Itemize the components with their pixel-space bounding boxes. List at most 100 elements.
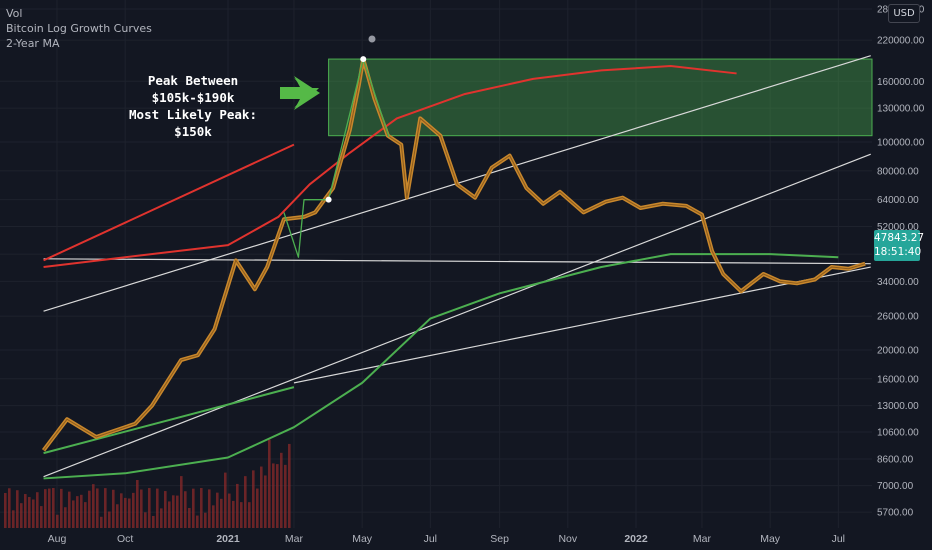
price-line (43, 58, 866, 451)
volume-bar (208, 489, 211, 528)
last-price-tag: 47843.27 18:51:40 (874, 230, 925, 261)
green-trend-line (43, 386, 295, 455)
x-tick-label: Nov (558, 533, 577, 545)
volume-bars (4, 439, 291, 528)
legend: Vol Bitcoin Log Growth Curves 2-Year MA (6, 6, 152, 51)
volume-bar (156, 488, 159, 528)
bar-countdown: 18:51:40 (874, 246, 922, 258)
x-tick-label: Mar (285, 533, 304, 545)
legend-log-growth-curves[interactable]: Bitcoin Log Growth Curves (6, 22, 152, 35)
volume-bar (288, 443, 291, 528)
log-growth-curve (43, 65, 737, 269)
x-tick-label: Aug (48, 533, 67, 545)
volume-bar (196, 515, 199, 528)
volume-bar (180, 476, 183, 528)
volume-bar (112, 489, 115, 528)
volume-bar (204, 512, 207, 528)
volume-bar (124, 497, 127, 528)
volume-bar (252, 470, 255, 528)
y-tick-label: 16000.00 (877, 374, 919, 385)
volume-bar (92, 484, 95, 528)
volume-bar (236, 483, 239, 528)
annotation-line-2: Most Likely Peak: $150k (129, 107, 257, 139)
y-tick-label: 8600.00 (877, 455, 914, 466)
volume-bar (108, 511, 111, 528)
volume-bar (232, 500, 235, 528)
volume-bar (228, 493, 231, 528)
volume-bar (100, 516, 103, 528)
y-tick-label: 80000.00 (877, 166, 919, 177)
volume-bar (184, 491, 187, 528)
currency-button[interactable]: USD (888, 4, 920, 23)
red-trend-line (43, 143, 295, 262)
x-tick-label: May (352, 533, 373, 545)
volume-bar (56, 514, 59, 528)
volume-bar (256, 488, 259, 528)
volume-bar (212, 505, 215, 528)
volume-bar (96, 488, 99, 528)
volume-bar (240, 502, 243, 528)
volume-bar (284, 464, 287, 528)
white-trend-line (43, 153, 871, 478)
x-tick-label: Mar (693, 533, 712, 545)
legend-two-year-ma[interactable]: 2-Year MA (6, 37, 60, 50)
volume-bar (24, 494, 27, 528)
y-tick-label: 20000.00 (877, 345, 919, 356)
volume-bar (264, 475, 267, 528)
grid (0, 0, 872, 528)
volume-bar (20, 503, 23, 528)
x-tick-label: Jul (424, 533, 437, 545)
peak-marker (360, 56, 367, 63)
volume-bar (136, 479, 139, 528)
x-tick-label: Jul (832, 533, 845, 545)
volume-bar (176, 495, 179, 528)
volume-bar (84, 502, 87, 528)
volume-bar (260, 466, 263, 528)
volume-bar (72, 500, 75, 528)
breakout-marker (325, 196, 332, 203)
volume-bar (272, 463, 275, 528)
x-tick-label: 2021 (216, 533, 240, 545)
arrow-icon (280, 76, 320, 110)
indicator-lines (43, 55, 871, 480)
legend-volume[interactable]: Vol (6, 7, 23, 20)
volume-bar (28, 497, 31, 528)
volume-bar (188, 508, 191, 528)
volume-bar (128, 498, 131, 528)
y-tick-label: 26000.00 (877, 312, 919, 323)
volume-bar (164, 491, 167, 528)
volume-bar (68, 491, 71, 528)
price-series (41, 57, 866, 452)
y-tick-label: 130000.00 (877, 104, 925, 115)
volume-bar (200, 488, 203, 528)
volume-bar (88, 490, 91, 528)
y-tick-label: 34000.00 (877, 277, 919, 288)
volume-bar (104, 488, 107, 528)
volume-bar (172, 495, 175, 528)
y-tick-label: 13000.00 (877, 401, 919, 412)
price-axis[interactable]: 280000.00220000.00160000.00130000.001000… (877, 4, 925, 518)
peak-annotation: Peak Between $105k-$190k Most Likely Pea… (114, 72, 272, 140)
volume-bar (8, 488, 11, 528)
volume-bar (120, 493, 123, 528)
volume-bar (40, 506, 43, 528)
info-icon (368, 35, 376, 43)
last-price-value: 47843.27 (874, 232, 925, 244)
time-axis[interactable]: Aug Oct 2021 Mar May Jul Sep Nov 2022 Mar May Jul (48, 533, 845, 545)
volume-bar (80, 494, 83, 528)
volume-bar (60, 488, 63, 528)
volume-bar (152, 515, 155, 528)
volume-bar (76, 496, 79, 528)
volume-bar (48, 488, 51, 528)
x-tick-label: Sep (490, 533, 509, 545)
projection-path (283, 58, 390, 258)
volume-bar (244, 476, 247, 528)
volume-bar (52, 488, 55, 528)
volume-bar (168, 501, 171, 528)
volume-bar (140, 489, 143, 528)
volume-bar (16, 490, 19, 528)
volume-bar (36, 492, 39, 528)
volume-bar (224, 472, 227, 528)
x-tick-label: 2022 (624, 533, 648, 545)
